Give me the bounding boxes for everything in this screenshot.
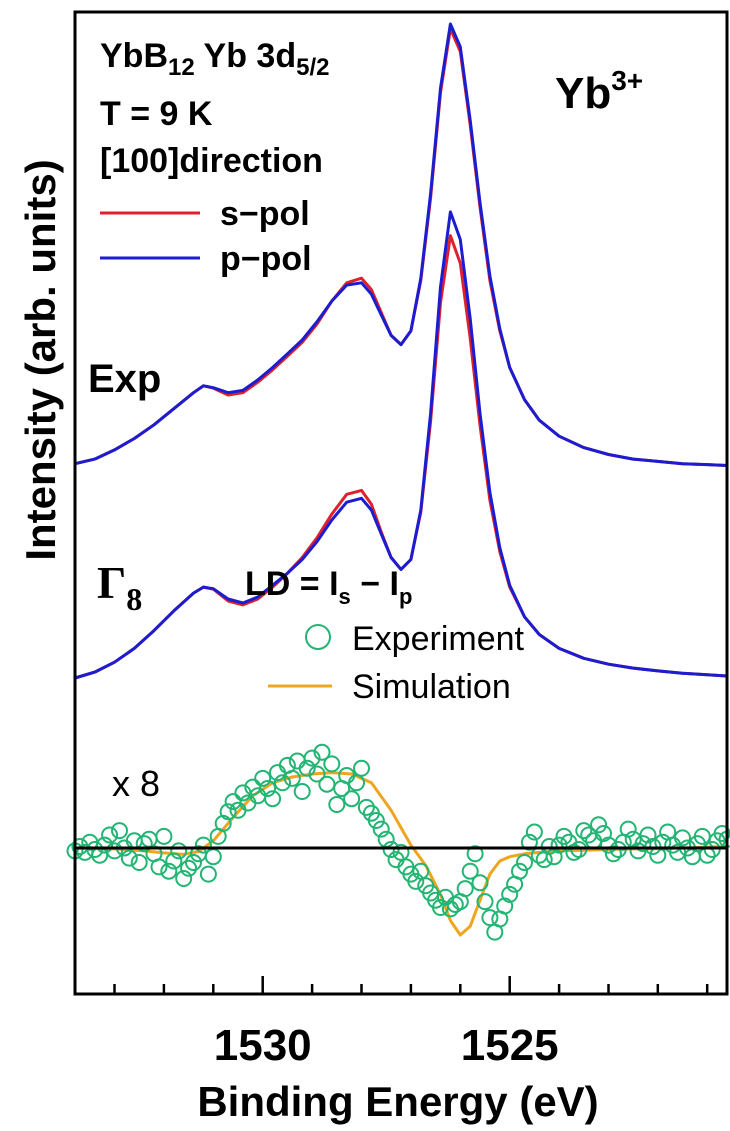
plot-frame	[73, 10, 729, 996]
exp-label: Exp	[88, 357, 161, 401]
linear-dichroism	[66, 743, 730, 941]
experiment-point	[120, 849, 138, 867]
experiment-point	[520, 833, 538, 851]
gamma8-label: Γ8	[97, 557, 142, 617]
experiment-point	[575, 822, 593, 840]
experiment-point	[259, 780, 277, 797]
x-ticks: 1530 1525	[113, 976, 709, 1070]
experiment-point	[481, 909, 499, 927]
experiment-point	[619, 820, 637, 838]
experiment-point	[170, 842, 188, 860]
experiment-point	[461, 862, 479, 880]
x-tick-label: 1525	[461, 1021, 559, 1070]
experiment-point	[101, 826, 119, 844]
experiment-point	[308, 765, 326, 783]
experiment-point	[550, 836, 568, 854]
sample-label: YbB12 Yb 3d5/2	[100, 37, 329, 81]
experiment-point	[357, 798, 375, 816]
experiment-point	[180, 859, 198, 877]
experiment-point	[674, 829, 691, 847]
experiment-point	[456, 880, 474, 898]
experiment-point	[293, 783, 311, 800]
experiment-point	[555, 827, 573, 845]
experiment-point	[525, 823, 543, 841]
experiment-point	[160, 862, 178, 880]
experiment-point	[175, 870, 193, 887]
experiment-point	[155, 827, 173, 845]
experiment-point	[353, 759, 370, 777]
experiment-point	[219, 803, 237, 821]
experiment-point	[111, 822, 128, 840]
gamma8-p-pol-line	[74, 210, 728, 680]
y-axis-label: Intensity (arb. units)	[17, 159, 64, 560]
experiment-point	[476, 893, 494, 911]
experiment-point	[407, 872, 425, 890]
experiment-point	[412, 862, 430, 880]
legend-label-experiment: Experiment	[352, 620, 525, 658]
scale-factor-label: x 8	[112, 763, 160, 804]
experiment-point	[199, 865, 217, 883]
experiment-point	[639, 826, 657, 844]
experiment-point	[367, 812, 385, 829]
legend-marker-experiment	[305, 624, 331, 650]
experiment-point	[274, 774, 291, 792]
experiment-point	[165, 852, 183, 870]
experiment-point	[471, 874, 489, 892]
x-axis-label: Binding Energy (eV)	[197, 1078, 598, 1125]
experiment-point	[96, 836, 114, 854]
experiment-point	[392, 843, 410, 861]
experiment-point	[313, 743, 331, 761]
legend-label-s-pol: s−pol	[220, 195, 310, 233]
experiment-point	[590, 816, 608, 834]
experiment-point	[264, 790, 282, 808]
experiment-point	[466, 845, 484, 863]
exp-p-pol-line	[74, 22, 728, 467]
experiment-point	[283, 769, 301, 787]
experiment-point	[185, 854, 202, 871]
experiment-point	[135, 835, 153, 853]
experiment-point	[254, 769, 272, 787]
legend-label-simulation: Simulation	[352, 668, 511, 706]
experiment-point	[106, 842, 123, 860]
experiment-point	[634, 835, 652, 853]
experiment-point	[303, 749, 321, 767]
experiment-point	[130, 854, 148, 871]
temperature-label: T = 9 K	[100, 95, 213, 133]
experiment-point	[328, 796, 346, 813]
spectra-curves	[74, 22, 728, 680]
experiment-point	[654, 833, 672, 851]
ld-formula: LD = Is − Ip	[245, 565, 412, 609]
experiment-point	[501, 885, 519, 903]
experiment-point	[150, 858, 168, 876]
ion-label: Yb3+	[555, 65, 643, 118]
legend-label-p-pol: p−pol	[220, 240, 312, 278]
x-tick-label: 1530	[214, 1021, 312, 1070]
direction-label: [100]direction	[100, 142, 323, 180]
experiment-point	[214, 814, 232, 832]
experiment-point	[348, 774, 365, 792]
experiment-point	[496, 897, 514, 915]
experiment-point	[298, 759, 316, 777]
experiment-point	[604, 845, 622, 863]
experiment-point	[511, 862, 528, 880]
experiment-point	[693, 827, 711, 845]
experiment-point	[595, 825, 612, 842]
experiment-point	[323, 755, 341, 773]
experiment-point	[372, 820, 390, 838]
experiment-point	[343, 790, 361, 808]
experiment-point	[516, 854, 533, 871]
experiment-point	[194, 836, 212, 854]
